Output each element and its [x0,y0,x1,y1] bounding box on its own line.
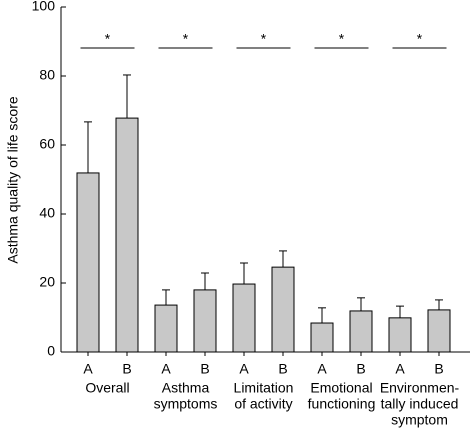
x-tick-label: functioning [308,396,376,412]
bar-label: A [317,361,327,377]
bar [271,266,295,353]
bar-label: A [239,361,249,377]
x-tick-label: Overall [85,380,129,396]
bar [349,310,373,353]
bar [115,117,139,353]
y-tick-label: 20 [39,274,55,290]
x-tick-label: of activity [234,396,292,412]
bar-label: B [122,361,131,377]
bar-label: B [278,361,287,377]
bar [310,322,334,353]
bar-label: B [356,361,365,377]
x-tick-label: Emotional [310,380,372,396]
y-axis-label: Asthma quality of life score [5,96,21,264]
bar-label: B [200,361,209,377]
bar-label: B [434,361,443,377]
x-tick-label: symptom [391,412,448,428]
y-tick-label: 60 [39,136,55,152]
x-tick-label: symptoms [154,396,218,412]
x-tick-label: tally induced [381,396,459,412]
significance-mark: * [183,31,189,47]
bar [427,309,451,353]
significance-mark: * [105,31,111,47]
x-tick-label: Environmen- [380,380,460,396]
bar [232,283,256,353]
bar-label: A [161,361,171,377]
y-tick-label: 40 [39,205,55,221]
y-tick-label: 80 [39,67,55,83]
significance-mark: * [261,31,267,47]
bar-label: A [83,361,93,377]
bar [388,317,412,353]
significance-mark: * [339,31,345,47]
y-tick-label: 0 [47,343,55,359]
bar [154,304,178,353]
significance-mark: * [417,31,423,47]
bar-label: A [395,361,405,377]
y-tick-label: 100 [32,0,56,14]
bar [193,289,217,353]
x-tick-label: Limitation [234,380,294,396]
x-tick-label: Asthma [162,380,210,396]
bar [76,172,100,353]
